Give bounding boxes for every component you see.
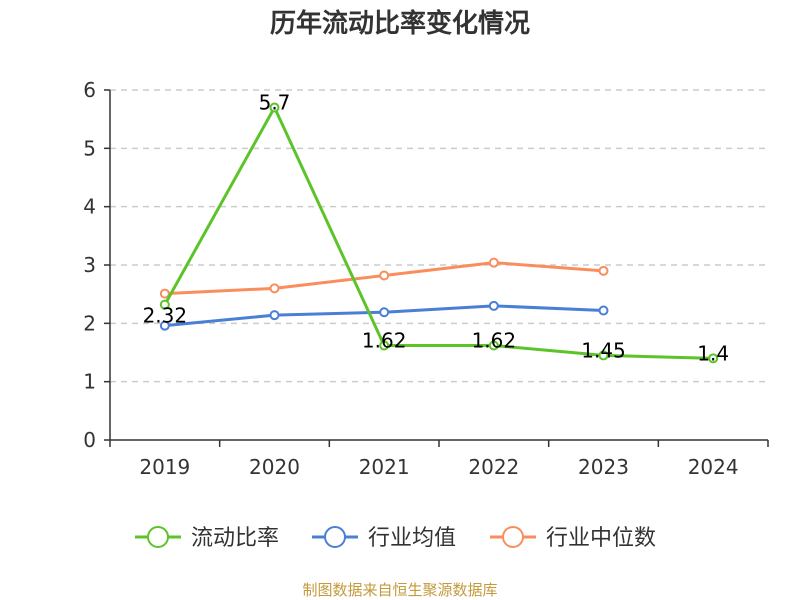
y-tick-label: 0 [83, 428, 96, 452]
legend-marker [147, 526, 169, 548]
x-tick-label: 2020 [249, 455, 300, 479]
data-point [269, 283, 280, 294]
data-labels: 2.32 5.7 1.62 1.62 1.45 1.4 [143, 91, 730, 366]
y-tick-label: 4 [83, 195, 96, 219]
data-point [488, 300, 499, 311]
data-point [159, 288, 170, 299]
series-line [163, 106, 714, 360]
x-tick-label: 2023 [578, 455, 629, 479]
legend-label: 行业均值 [368, 526, 456, 551]
y-axis-ticks: 0 1 2 3 4 5 6 [83, 78, 96, 452]
data-point [269, 310, 280, 321]
chart-title: 历年流动比率变化情况 [270, 8, 530, 39]
data-point [598, 265, 609, 276]
legend: 流动比率 行业均值 行业中位数 [135, 526, 656, 551]
axes [104, 89, 769, 447]
x-tick-label: 2024 [688, 455, 739, 479]
data-point [379, 270, 390, 281]
source-note: 制图数据来自恒生聚源数据库 [302, 581, 497, 599]
legend-item[interactable]: 流动比率 [135, 526, 279, 551]
data-point [598, 305, 609, 316]
legend-item[interactable]: 行业中位数 [490, 526, 656, 551]
data-point [488, 340, 499, 351]
data-point [159, 299, 170, 310]
legend-marker [324, 526, 346, 548]
data-point [488, 257, 499, 268]
legend-item[interactable]: 行业均值 [312, 526, 456, 551]
y-tick-label: 6 [83, 78, 96, 102]
x-tick-label: 2022 [468, 455, 519, 479]
data-label: 1.4 [697, 341, 729, 365]
y-tick-label: 1 [83, 370, 96, 394]
data-label: 1.62 [362, 329, 407, 353]
legend-label: 流动比率 [191, 526, 279, 551]
data-point [379, 307, 390, 318]
x-axis-ticks: 2019 2020 2021 2022 2023 2024 [139, 455, 738, 479]
data-label: 1.62 [472, 329, 517, 353]
data-point [159, 320, 170, 331]
data-point [269, 102, 280, 113]
series-layer [159, 102, 719, 364]
data-label: 5.7 [259, 91, 291, 115]
y-tick-label: 3 [83, 253, 96, 277]
y-tick-label: 5 [83, 136, 96, 160]
grid-lines [110, 89, 768, 383]
x-tick-label: 2021 [359, 455, 410, 479]
data-label: 2.32 [143, 304, 188, 328]
data-point [379, 340, 390, 351]
x-tick-label: 2019 [139, 455, 190, 479]
data-point [598, 350, 609, 361]
legend-label: 行业中位数 [546, 526, 656, 551]
legend-marker [502, 526, 524, 548]
y-tick-label: 2 [83, 311, 96, 335]
data-label: 1.45 [581, 338, 626, 362]
data-point [708, 353, 719, 364]
